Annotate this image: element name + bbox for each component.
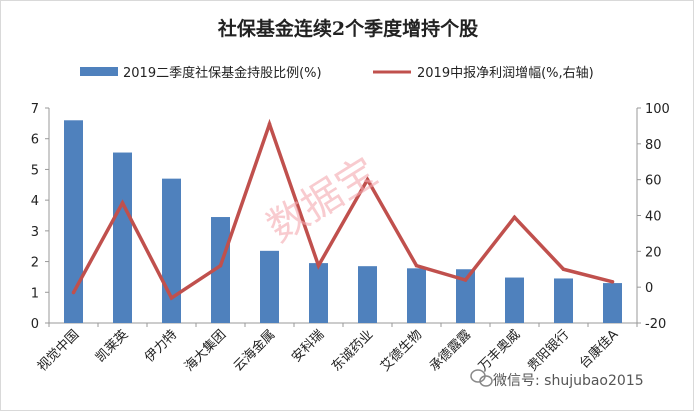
legend: 2019二季度社保基金持股比例(%) 2019中报净利润增幅(%,右轴) xyxy=(80,65,594,81)
wechat-icon xyxy=(470,369,493,387)
line-point xyxy=(267,122,272,126)
line-point xyxy=(218,263,223,268)
bar xyxy=(603,283,622,323)
y-right-tick-label: 100 xyxy=(645,102,670,117)
bar xyxy=(113,152,132,323)
category-label: 东诚药业 xyxy=(329,327,376,374)
category-label: 艾德生物 xyxy=(378,327,425,374)
bar xyxy=(211,217,230,323)
category-label: 万丰奥威 xyxy=(476,327,523,374)
y-left-tick-label: 7 xyxy=(31,102,39,117)
line-point xyxy=(463,278,468,282)
category-label: 承德露露 xyxy=(427,327,474,374)
line-point xyxy=(414,263,419,268)
y-left-tick-label: 4 xyxy=(31,194,39,209)
y-left-tick-label: 2 xyxy=(31,256,39,271)
y-right-tick-label: 60 xyxy=(645,174,662,189)
net-profit-growth-line xyxy=(71,118,613,301)
y-left-tick-label: 3 xyxy=(31,225,39,240)
category-label: 凯莱英 xyxy=(93,327,131,365)
line-point xyxy=(316,263,321,268)
category-label: 伊力特 xyxy=(142,327,180,365)
legend-label-line: 2019中报净利润增幅(%,右轴) xyxy=(417,66,594,81)
line-point xyxy=(365,177,370,182)
bar xyxy=(309,263,328,323)
legend-label-bar: 2019二季度社保基金持股比例(%) xyxy=(123,65,322,81)
y-right-tick-label: 40 xyxy=(645,210,662,225)
line-point xyxy=(610,279,615,284)
wechat-badge: 微信号: shujubao2015 xyxy=(470,369,644,389)
category-label: 安科瑞 xyxy=(289,327,327,365)
bar xyxy=(358,266,377,323)
bar xyxy=(64,120,83,324)
category-label: 云海金属 xyxy=(230,327,278,375)
bar xyxy=(260,250,279,323)
y-right-tick-label: 20 xyxy=(645,245,662,260)
line-point xyxy=(71,290,76,295)
line-point xyxy=(561,267,566,272)
bar xyxy=(505,277,524,323)
y-right-tick-label: -20 xyxy=(645,317,666,332)
line-point xyxy=(512,215,517,220)
y-left-tick-label: 5 xyxy=(31,163,39,178)
category-label: 贵阳银行 xyxy=(525,327,572,374)
y-right-tick-label: 0 xyxy=(645,281,653,296)
y-right-tick-label: 80 xyxy=(645,138,662,153)
line-series xyxy=(71,118,615,301)
bar xyxy=(162,178,181,323)
axes: 0 1 2 3 4 5 6 7 -20 0 20 40 60 80 100 xyxy=(31,102,670,332)
watermark: 数据宝 xyxy=(259,149,385,252)
y-left-tick-label: 0 xyxy=(31,317,39,332)
bar xyxy=(407,268,426,323)
category-label: 视觉中国 xyxy=(35,327,82,374)
line-point xyxy=(169,296,174,300)
bar xyxy=(456,269,475,323)
category-label: 海大集团 xyxy=(181,327,229,375)
wechat-handle: 微信号: shujubao2015 xyxy=(493,373,644,389)
y-left-tick-label: 1 xyxy=(31,286,39,301)
category-labels: 视觉中国 凯莱英 伊力特 海大集团 云海金属 安科瑞 东诚药业 艾德生物 承德露露 万丰奥威 贵阳银… xyxy=(35,326,621,374)
bar xyxy=(554,278,573,323)
line-point xyxy=(120,201,125,205)
y-left-tick-label: 6 xyxy=(31,133,39,148)
category-label: 台康佳A xyxy=(576,326,621,371)
chart-title: 社保基金连续2个季度增持个股 xyxy=(217,17,478,40)
legend-swatch-bar xyxy=(80,67,118,76)
